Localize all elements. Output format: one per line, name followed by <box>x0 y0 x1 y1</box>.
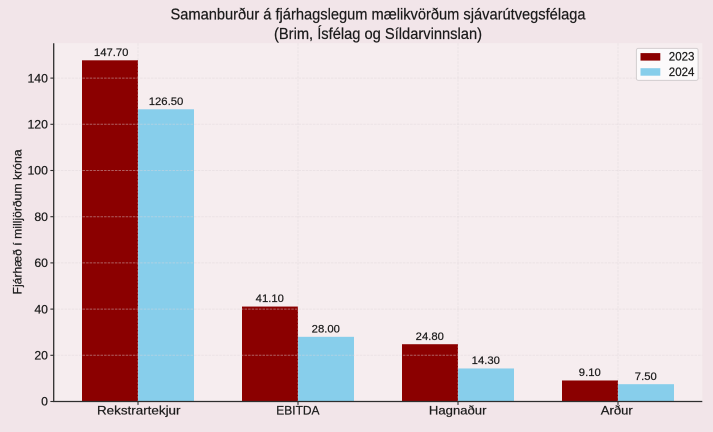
svg-text:126.50: 126.50 <box>149 96 184 108</box>
svg-text:Fjárhæð í milljörðum króna: Fjárhæð í milljörðum króna <box>11 149 25 294</box>
svg-text:24.80: 24.80 <box>416 331 444 343</box>
svg-text:120: 120 <box>27 118 48 132</box>
svg-text:Samanburður á fjárhagslegum mæ: Samanburður á fjárhagslegum mælikvörðum … <box>171 7 586 24</box>
svg-text:40: 40 <box>34 302 48 316</box>
svg-text:140: 140 <box>27 71 48 85</box>
svg-text:Arður: Arður <box>601 404 633 418</box>
svg-text:147.70: 147.70 <box>94 47 129 59</box>
svg-text:20: 20 <box>34 349 48 363</box>
svg-text:2024: 2024 <box>669 67 695 79</box>
svg-text:14.30: 14.30 <box>472 355 500 367</box>
svg-text:41.10: 41.10 <box>256 293 284 305</box>
svg-text:(Brim, Ísfélag og Síldarvinnsl: (Brim, Ísfélag og Síldarvinnslan) <box>274 26 482 43</box>
svg-text:9.10: 9.10 <box>579 367 601 379</box>
svg-text:2023: 2023 <box>669 52 695 64</box>
svg-text:Rekstrartekjur: Rekstrartekjur <box>97 404 181 418</box>
svg-text:100: 100 <box>27 164 48 178</box>
svg-text:EBITDA: EBITDA <box>276 404 320 418</box>
svg-text:Hagnaður: Hagnaður <box>429 404 487 418</box>
svg-text:0: 0 <box>41 395 48 409</box>
svg-text:28.00: 28.00 <box>312 323 340 335</box>
svg-text:7.50: 7.50 <box>635 371 657 383</box>
svg-text:60: 60 <box>34 256 48 270</box>
svg-text:80: 80 <box>34 210 48 224</box>
